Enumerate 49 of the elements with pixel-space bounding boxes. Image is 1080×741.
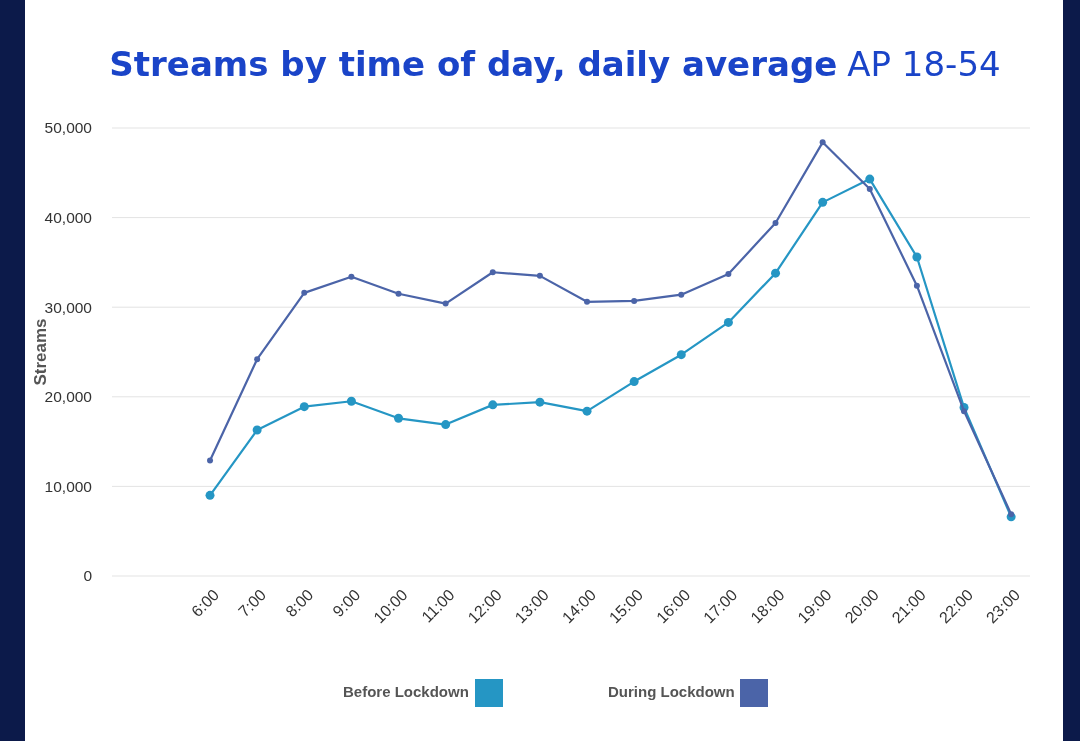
x-tick-label: 7:00 <box>235 585 270 621</box>
point <box>207 457 214 464</box>
point <box>394 413 404 423</box>
chart-subtitle: AP 18-54 <box>847 44 1001 84</box>
point <box>346 396 356 406</box>
point <box>205 490 215 500</box>
x-tick-label: 6:00 <box>188 585 223 621</box>
point <box>865 174 875 184</box>
y-tick-label: 40,000 <box>44 209 93 227</box>
point <box>912 252 922 262</box>
point <box>771 268 781 278</box>
point <box>678 291 685 298</box>
point <box>395 290 402 297</box>
x-tick-label: 9:00 <box>329 585 364 621</box>
y-tick-label: 30,000 <box>44 298 93 316</box>
point <box>535 397 545 407</box>
x-tick-label: 8:00 <box>282 585 317 621</box>
point <box>488 400 498 410</box>
point <box>961 408 968 415</box>
point <box>489 269 496 276</box>
point <box>584 298 591 305</box>
legend-label: Before Lockdown <box>343 683 469 701</box>
point <box>723 317 733 327</box>
point <box>582 406 592 416</box>
y-axis-title: Streams <box>31 318 50 386</box>
point <box>301 289 308 296</box>
point <box>442 300 449 307</box>
point <box>631 297 638 304</box>
point <box>866 185 873 192</box>
y-tick-label: 50,000 <box>44 119 93 137</box>
point <box>252 425 262 435</box>
point <box>348 273 355 280</box>
legend-label: During Lockdown <box>608 683 735 701</box>
y-tick-label: 20,000 <box>44 388 93 406</box>
point <box>819 139 826 146</box>
y-tick-label: 10,000 <box>44 477 93 495</box>
point <box>536 272 543 279</box>
point <box>1008 511 1015 518</box>
point <box>818 197 828 207</box>
y-tick-label: 0 <box>83 567 93 585</box>
point <box>299 402 309 412</box>
point <box>772 219 779 226</box>
point <box>629 377 639 387</box>
point <box>913 282 920 289</box>
point <box>725 271 732 278</box>
chart-title: Streams by time of day, daily average <box>109 44 838 84</box>
point <box>254 356 261 363</box>
point <box>676 350 686 360</box>
point <box>441 420 451 430</box>
